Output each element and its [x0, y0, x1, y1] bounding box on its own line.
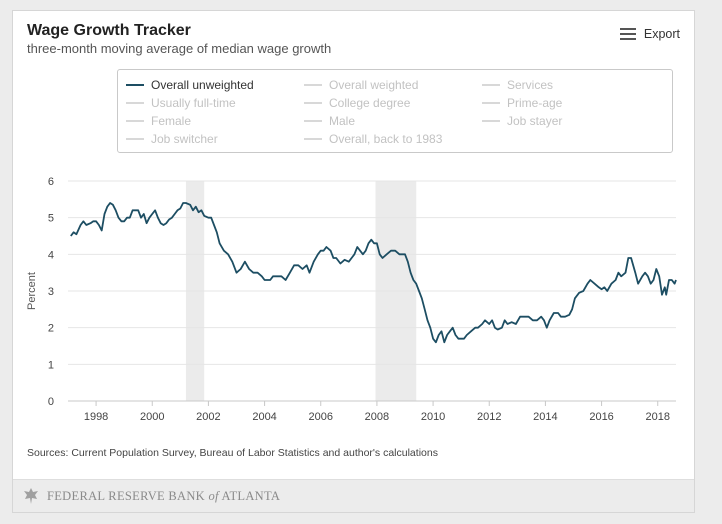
legend-swatch [126, 138, 144, 140]
y-tick-label: 4 [48, 249, 54, 261]
legend: Overall unweighted Overall weighted Serv… [117, 69, 673, 153]
legend-label: Overall weighted [329, 78, 419, 92]
x-tick-label: 2000 [140, 411, 164, 423]
legend-swatch [304, 102, 322, 104]
y-axis-label: Percent [26, 272, 38, 310]
x-axis-ticks: 1998 2000 2002 2004 2006 2008 2010 2012 2014 2016… [84, 401, 670, 423]
x-tick-label: 2018 [646, 411, 670, 423]
org-name-main: FEDERAL RESERVE BANK [47, 488, 206, 503]
chart-subtitle: three-month moving average of median wag… [27, 41, 332, 56]
legend-item-job-switcher[interactable]: Job switcher [126, 132, 218, 146]
x-tick-label: 2002 [196, 411, 220, 423]
eagle-logo-icon [24, 488, 38, 504]
export-button[interactable]: Export [619, 27, 680, 41]
legend-swatch [482, 102, 500, 104]
x-tick-label: 2010 [421, 411, 445, 423]
legend-label: College degree [329, 96, 411, 110]
x-tick-label: 2006 [309, 411, 333, 423]
footer-bar: FEDERAL RESERVE BANK of ATLANTA [13, 479, 694, 512]
legend-swatch [126, 102, 144, 104]
legend-label: Male [329, 114, 356, 128]
legend-label: Overall, back to 1983 [329, 132, 443, 146]
legend-item-male[interactable]: Male [304, 114, 355, 128]
chart-card: Wage Growth Tracker three-month moving a… [12, 10, 695, 513]
x-tick-label: 2016 [589, 411, 613, 423]
line-chart: 0 1 2 3 4 5 6 1998 2000 2002 2004 2006 2008 2010 2012… [26, 176, 677, 423]
legend-item-overall-back-to-1983[interactable]: Overall, back to 1983 [304, 132, 442, 146]
legend-item-overall-weighted[interactable]: Overall weighted [304, 78, 418, 92]
y-tick-label: 3 [48, 286, 54, 298]
legend-swatch [304, 138, 322, 140]
y-tick-label: 0 [48, 396, 54, 408]
export-label: Export [643, 27, 680, 41]
y-tick-label: 6 [48, 176, 54, 188]
chart-title: Wage Growth Tracker [27, 22, 191, 39]
x-tick-label: 2014 [533, 411, 557, 423]
menu-icon [619, 28, 636, 40]
legend-item-college-degree[interactable]: College degree [304, 96, 410, 110]
y-axis-ticks: 0 1 2 3 4 5 6 [48, 176, 54, 408]
legend-label: Prime-age [507, 96, 563, 110]
legend-item-prime-age[interactable]: Prime-age [482, 96, 562, 110]
series-line-overall-unweighted[interactable] [70, 202, 677, 344]
x-tick-label: 2012 [477, 411, 501, 423]
gridlines [68, 180, 676, 402]
legend-label: Usually full-time [151, 96, 236, 110]
x-tick-label: 1998 [84, 411, 108, 423]
org-name-city: ATLANTA [221, 488, 281, 503]
legend-swatch [126, 84, 144, 86]
x-tick-label: 2008 [365, 411, 389, 423]
legend-item-job-stayer[interactable]: Job stayer [482, 114, 562, 128]
legend-label: Overall unweighted [151, 78, 254, 92]
legend-label: Female [151, 114, 192, 128]
legend-item-female[interactable]: Female [126, 114, 191, 128]
legend-swatch [304, 120, 322, 122]
y-tick-label: 5 [48, 213, 54, 225]
legend-swatch [126, 120, 144, 122]
legend-item-usually-full-time[interactable]: Usually full-time [126, 96, 236, 110]
y-tick-label: 1 [48, 359, 54, 371]
legend-swatch [482, 84, 500, 86]
legend-item-overall-unweighted[interactable]: Overall unweighted [126, 78, 254, 92]
legend-item-services[interactable]: Services [482, 78, 553, 92]
y-tick-label: 2 [48, 323, 54, 335]
fed-atlanta-logo-text[interactable]: FEDERAL RESERVE BANK of ATLANTA [47, 489, 280, 504]
legend-label: Job switcher [151, 132, 218, 146]
legend-label: Services [507, 78, 554, 92]
legend-swatch [482, 120, 500, 122]
legend-swatch [304, 84, 322, 86]
sources-note: Sources: Current Population Survey, Bure… [27, 447, 438, 459]
org-name-of: of [208, 488, 219, 503]
x-tick-label: 2004 [252, 411, 276, 423]
legend-label: Job stayer [507, 114, 563, 128]
